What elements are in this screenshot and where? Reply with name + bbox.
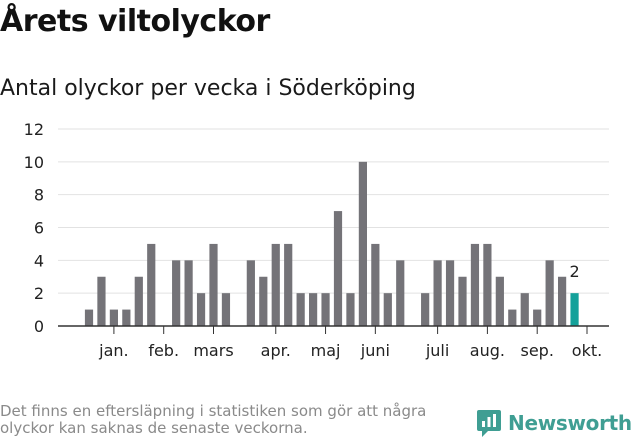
- x-tick-label: jan.: [98, 341, 128, 360]
- x-tick-label: okt.: [572, 341, 602, 360]
- bar[interactable]: [259, 276, 268, 326]
- bar[interactable]: [508, 309, 517, 326]
- bar[interactable]: [97, 276, 106, 326]
- x-tick-label: feb.: [148, 341, 179, 360]
- bar[interactable]: [321, 293, 330, 326]
- bar[interactable]: [109, 309, 118, 326]
- bar[interactable]: [209, 243, 218, 326]
- bar[interactable]: [221, 293, 231, 326]
- bar[interactable]: [533, 309, 542, 326]
- chart-subtitle: Antal olyckor per vecka i Söderköping: [0, 76, 416, 101]
- y-tick-label: 12: [24, 120, 44, 139]
- y-tick-label: 2: [34, 284, 44, 303]
- x-tick-label: maj: [311, 341, 341, 360]
- y-tick-label: 10: [24, 153, 44, 172]
- bar[interactable]: [371, 243, 380, 326]
- bar[interactable]: [421, 293, 430, 326]
- bar[interactable]: [296, 293, 305, 326]
- bar[interactable]: [495, 276, 504, 326]
- x-tick-label: sep.: [520, 341, 553, 360]
- bar[interactable]: [246, 260, 255, 326]
- chart-title: Årets viltolyckor: [0, 4, 270, 39]
- bar[interactable]: [309, 293, 318, 326]
- x-tick-label: mars: [193, 341, 233, 360]
- bar[interactable]: [433, 260, 442, 326]
- bar[interactable]: [122, 309, 131, 326]
- bar[interactable]: [520, 293, 529, 326]
- x-tick-label: juni: [360, 341, 390, 360]
- brand-logo[interactable]: Newsworthy: [476, 407, 631, 439]
- bar[interactable]: [458, 276, 467, 326]
- brand-name: Newsworthy: [508, 411, 631, 435]
- bar[interactable]: [470, 243, 480, 326]
- x-tick-label: aug.: [470, 341, 505, 360]
- bar[interactable]: [396, 260, 405, 326]
- bar[interactable]: [271, 243, 280, 326]
- bar[interactable]: [545, 260, 554, 326]
- bar[interactable]: [445, 260, 455, 326]
- x-tick-label: juli: [425, 341, 449, 360]
- latest-value-label: 2: [569, 262, 579, 281]
- bar[interactable]: [84, 309, 94, 326]
- x-axis-ticks: jan. feb. mars apr. maj juni juli aug. sep. okt.: [98, 326, 602, 360]
- bar[interactable]: [358, 161, 367, 326]
- y-tick-label: 4: [34, 251, 44, 270]
- bar[interactable]: [333, 211, 343, 326]
- x-tick-label: apr.: [261, 341, 291, 360]
- bar[interactable]: [284, 243, 293, 326]
- y-tick-label: 0: [34, 317, 44, 336]
- bar-latest-week[interactable]: [570, 293, 579, 326]
- bar[interactable]: [383, 293, 392, 326]
- bar[interactable]: [172, 260, 181, 326]
- newsworthy-logo-icon: [477, 410, 501, 437]
- bar[interactable]: [184, 260, 193, 326]
- y-tick-label: 8: [34, 186, 44, 205]
- bar[interactable]: [147, 243, 156, 326]
- data-labels: 2: [569, 262, 579, 281]
- bar[interactable]: [196, 293, 206, 326]
- bar[interactable]: [558, 276, 567, 326]
- gridlines: [58, 128, 609, 294]
- bar[interactable]: [346, 293, 355, 326]
- bars: [84, 161, 579, 326]
- bar-chart: 0 2 4 6 8 10 12 jan. feb. mars apr. maj juni juli aug…: [24, 120, 609, 360]
- footnote: Det finns en eftersläpning i statistiken…: [0, 402, 427, 437]
- y-axis-ticks: 0 2 4 6 8 10 12: [24, 120, 44, 336]
- y-tick-label: 6: [34, 219, 44, 238]
- bar[interactable]: [483, 243, 492, 326]
- bar[interactable]: [134, 276, 143, 326]
